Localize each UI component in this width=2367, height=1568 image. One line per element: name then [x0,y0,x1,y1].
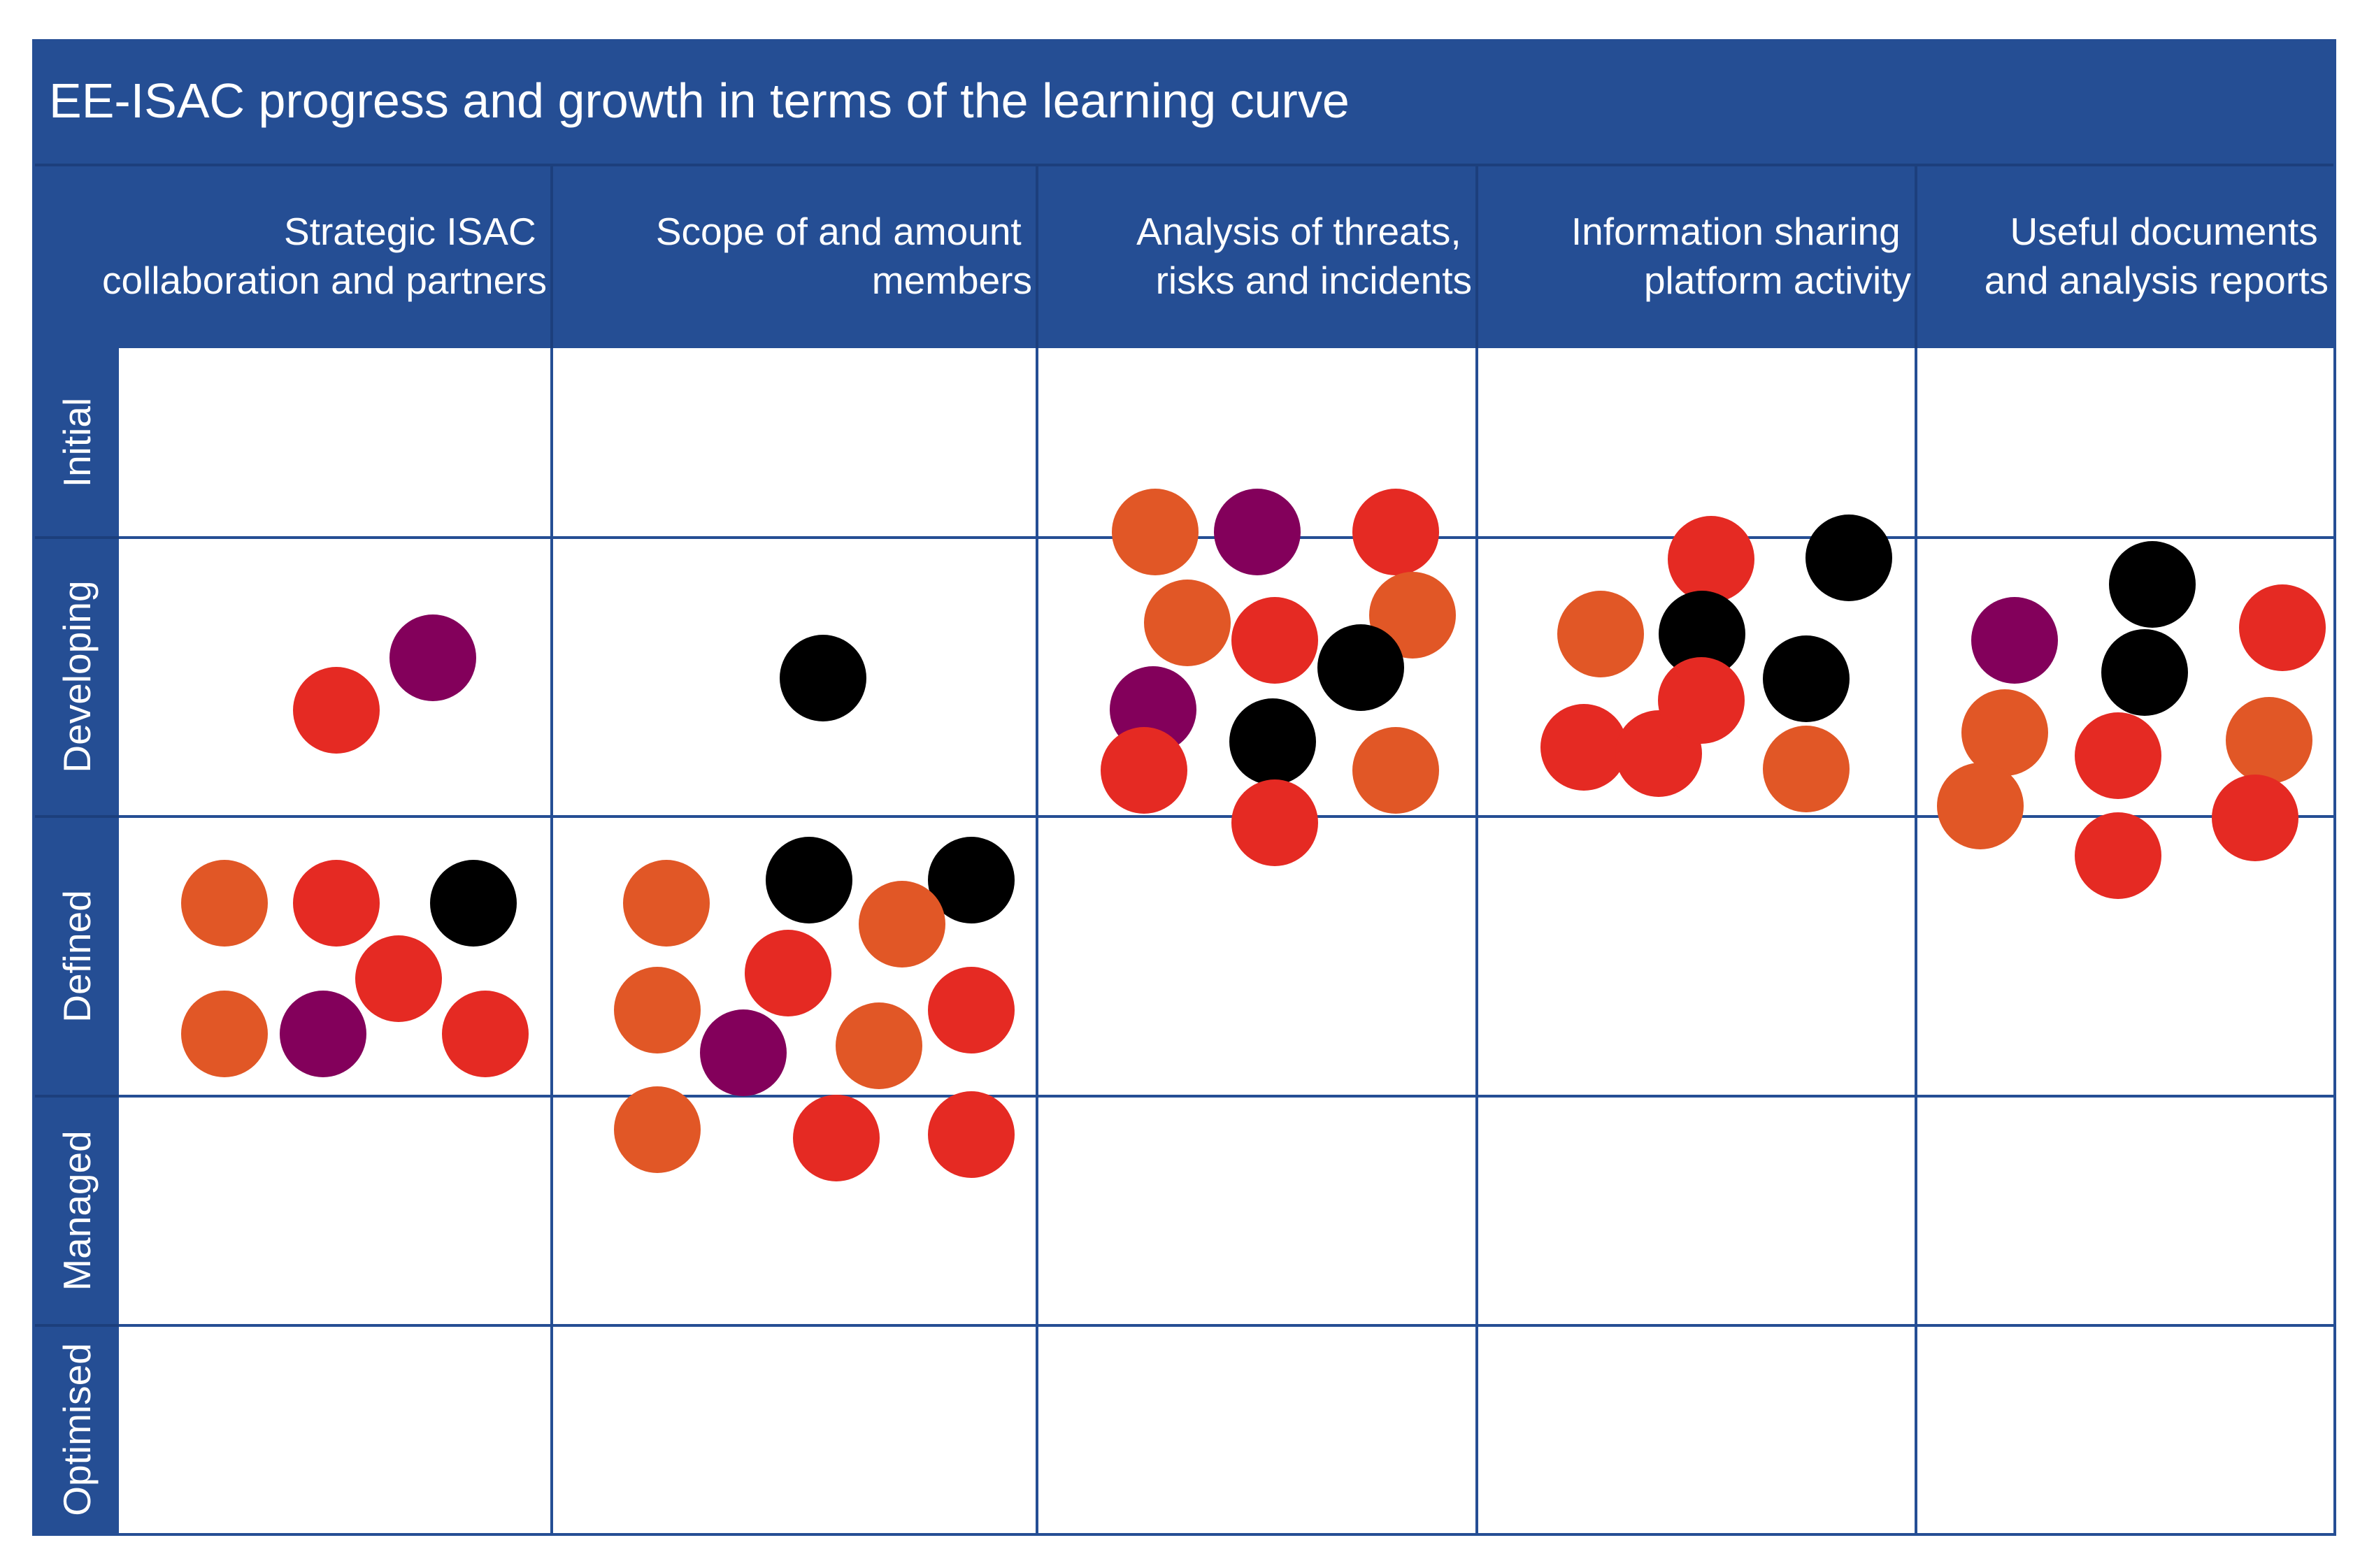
dot-purple [389,614,476,701]
dot-red [793,1095,880,1181]
dot-orange [2226,697,2312,784]
row-header-optimised: Optimised [55,1343,99,1516]
dot-purple [280,991,366,1077]
dot-black [766,837,852,923]
dot-red [1231,779,1318,866]
dot-orange [181,991,268,1077]
dot-red [1352,489,1439,575]
dot-orange [614,1086,701,1173]
dot-black [430,860,517,947]
dot-red [1540,704,1627,791]
dot-red [1668,516,1754,603]
column-header-platform: Information sharing platform activity [1571,210,1912,302]
title-banner [34,41,2335,165]
row-header-developing: Developing [55,580,99,772]
column-header-analysis-line-1: Analysis of threats, [1136,210,1461,253]
column-header-strategic-line-2: collaboration and partners [102,259,547,302]
dot-orange [1937,763,2024,849]
dot-orange [859,881,945,968]
dot-black [928,837,1015,923]
column-header-platform-line-2: platform activity [1644,259,1912,302]
column-header-documents-line-2: and analysis reports [1985,259,2329,302]
column-header-scope-line-2: members [872,259,1032,302]
column-header-documents-line-1: Useful documents [2010,210,2318,253]
column-header-band [34,165,2335,348]
dot-red [2239,584,2326,671]
dot-red [928,967,1015,1053]
dot-orange [1352,727,1439,814]
column-header-documents: Useful documents and analysis reports [1985,210,2329,302]
dot-red [2075,712,2161,799]
row-header-defined: Defined [55,890,99,1023]
dot-red [1101,727,1187,814]
dot-red [1231,597,1318,684]
assessment-dots [181,489,2326,1181]
dot-black [1659,591,1745,677]
dot-red [745,930,831,1016]
column-header-scope-line-1: Scope of and amount [656,210,1022,253]
dot-black [1805,515,1892,601]
dot-black [1229,698,1316,785]
dot-orange [1557,591,1644,677]
row-header-managed: Managed [55,1130,99,1290]
column-header-strategic-line-1: Strategic ISAC [284,210,536,253]
dot-black [2109,541,2196,628]
dot-black [780,635,866,721]
dot-orange [1961,689,2048,776]
dot-red [355,935,442,1022]
row-header-initial: Initial [55,398,99,487]
column-header-analysis: Analysis of threats, risks and incidents [1136,210,1472,302]
dot-orange [1144,580,1231,666]
dot-orange [614,967,701,1053]
dot-red [928,1091,1015,1178]
dot-red [1658,657,1745,744]
dot-orange [623,860,710,947]
column-header-strategic: Strategic ISAC collaboration and partner… [102,210,547,302]
header-separators [34,164,2335,1327]
row-headers: Initial Developing Defined Managed Optim… [55,398,99,1516]
dot-red [2212,775,2298,861]
column-headers: Strategic ISAC collaboration and partner… [102,210,2329,302]
row-header-band [34,348,119,1534]
dot-black [1763,635,1850,722]
dot-purple [1214,489,1301,575]
dot-purple [1971,597,2058,684]
dot-red [293,667,380,754]
column-header-platform-line-1: Information sharing [1571,210,1901,253]
dot-red [293,860,380,947]
dot-black [2101,629,2188,716]
dot-red [2075,812,2161,899]
dot-orange [1763,726,1850,812]
dot-purple [700,1009,787,1096]
dot-orange [1112,489,1199,575]
dot-red [442,991,529,1077]
dot-black [1317,624,1404,711]
dot-orange [836,1002,922,1089]
page-title: EE-ISAC progress and growth in terms of … [49,73,1350,128]
column-header-analysis-line-2: risks and incidents [1156,259,1472,302]
dot-orange [181,860,268,947]
column-header-scope: Scope of and amount members [656,210,1032,302]
